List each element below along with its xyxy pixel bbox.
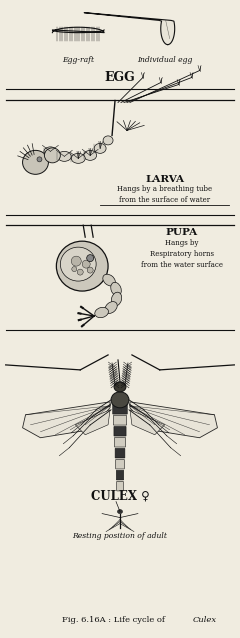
Polygon shape xyxy=(130,402,217,438)
Ellipse shape xyxy=(94,144,106,153)
FancyBboxPatch shape xyxy=(113,404,127,414)
Ellipse shape xyxy=(105,302,117,313)
Text: Hangs by a breathing tube
from the surface of water: Hangs by a breathing tube from the surfa… xyxy=(117,185,212,204)
FancyBboxPatch shape xyxy=(114,438,126,447)
Ellipse shape xyxy=(23,151,48,174)
Ellipse shape xyxy=(72,267,77,272)
Ellipse shape xyxy=(84,151,97,160)
Ellipse shape xyxy=(103,274,115,286)
FancyBboxPatch shape xyxy=(116,470,124,480)
FancyBboxPatch shape xyxy=(113,415,127,425)
Ellipse shape xyxy=(111,292,122,306)
Ellipse shape xyxy=(103,136,113,145)
Ellipse shape xyxy=(60,247,96,281)
Ellipse shape xyxy=(87,255,94,262)
Ellipse shape xyxy=(71,153,85,163)
Polygon shape xyxy=(23,402,110,438)
Text: Resting position of adult: Resting position of adult xyxy=(72,531,168,540)
Text: PUPA: PUPA xyxy=(166,228,198,237)
Ellipse shape xyxy=(95,308,108,318)
Polygon shape xyxy=(130,410,165,434)
Ellipse shape xyxy=(44,147,57,156)
Ellipse shape xyxy=(111,283,121,296)
Ellipse shape xyxy=(111,392,129,408)
Ellipse shape xyxy=(44,148,60,163)
Ellipse shape xyxy=(114,382,126,392)
Text: Hangs by
Respiratory horns
from the water surface: Hangs by Respiratory horns from the wate… xyxy=(141,239,223,269)
Text: LARVA: LARVA xyxy=(145,175,184,184)
Polygon shape xyxy=(84,13,175,45)
Ellipse shape xyxy=(87,267,93,273)
FancyBboxPatch shape xyxy=(115,449,125,458)
Ellipse shape xyxy=(37,157,42,162)
Text: Culex: Culex xyxy=(192,616,217,625)
Ellipse shape xyxy=(82,260,90,268)
Ellipse shape xyxy=(77,269,83,275)
Text: Egg-raft: Egg-raft xyxy=(62,56,94,64)
Ellipse shape xyxy=(56,241,108,291)
Text: Fig. 6.16A : Life cycle of: Fig. 6.16A : Life cycle of xyxy=(62,616,168,625)
Ellipse shape xyxy=(71,256,81,266)
Polygon shape xyxy=(75,410,110,434)
Text: CULEX ♀: CULEX ♀ xyxy=(91,489,149,503)
Text: Individual egg: Individual egg xyxy=(137,56,192,64)
FancyBboxPatch shape xyxy=(114,426,126,436)
Ellipse shape xyxy=(118,510,122,514)
FancyBboxPatch shape xyxy=(116,459,124,469)
Ellipse shape xyxy=(57,151,71,161)
Text: EGG: EGG xyxy=(105,71,135,84)
FancyBboxPatch shape xyxy=(117,481,123,491)
